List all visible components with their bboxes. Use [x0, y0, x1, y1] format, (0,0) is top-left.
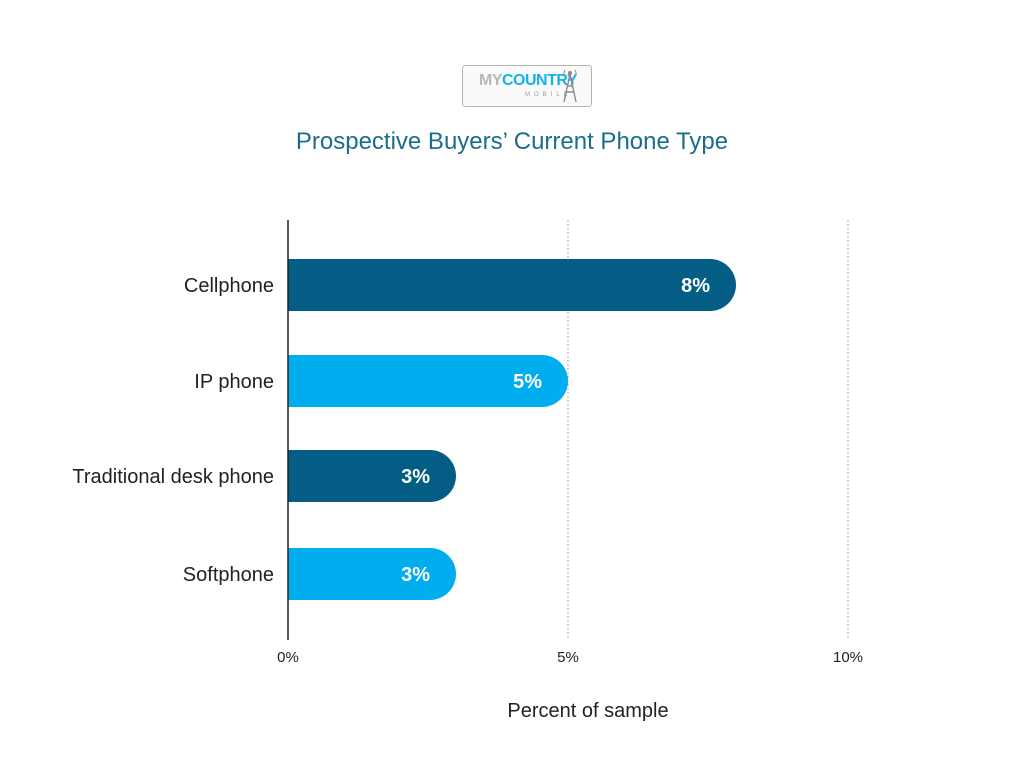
bar [288, 355, 568, 407]
logo-word-my: MY [479, 72, 503, 89]
logo-subtext: MOBILE [525, 92, 572, 98]
category-labels: Cellphone IP phone Traditional desk phone S… [72, 275, 274, 586]
x-tick-label: 5% [557, 649, 579, 666]
category-label: Traditional desk phone [72, 466, 274, 488]
x-axis-title: Percent of sample [507, 700, 669, 722]
x-tick-label: 0% [277, 649, 299, 666]
category-label: Softphone [183, 564, 274, 586]
bars [288, 259, 736, 600]
x-tick-label: 10% [833, 649, 863, 666]
category-label: Cellphone [184, 275, 274, 297]
logo-word-country: COUNTRY [502, 72, 578, 89]
radio-tower-icon [563, 69, 577, 103]
bar [288, 450, 456, 502]
bar [288, 548, 456, 600]
brand-logo: MYCOUNTRY MOBILE [462, 65, 592, 107]
logo-wordmark: MYCOUNTRY [479, 72, 578, 90]
bar [288, 259, 736, 311]
data-label: 5% [513, 371, 542, 393]
data-labels: 8% 5% 3% 3% [401, 275, 710, 586]
x-tick-labels: 0% 5% 10% [277, 649, 863, 666]
data-label: 3% [401, 564, 430, 586]
category-label: IP phone [194, 371, 274, 393]
data-label: 8% [681, 275, 710, 297]
chart-title: Prospective Buyers’ Current Phone Type [295, 128, 729, 155]
data-label: 3% [401, 466, 430, 488]
